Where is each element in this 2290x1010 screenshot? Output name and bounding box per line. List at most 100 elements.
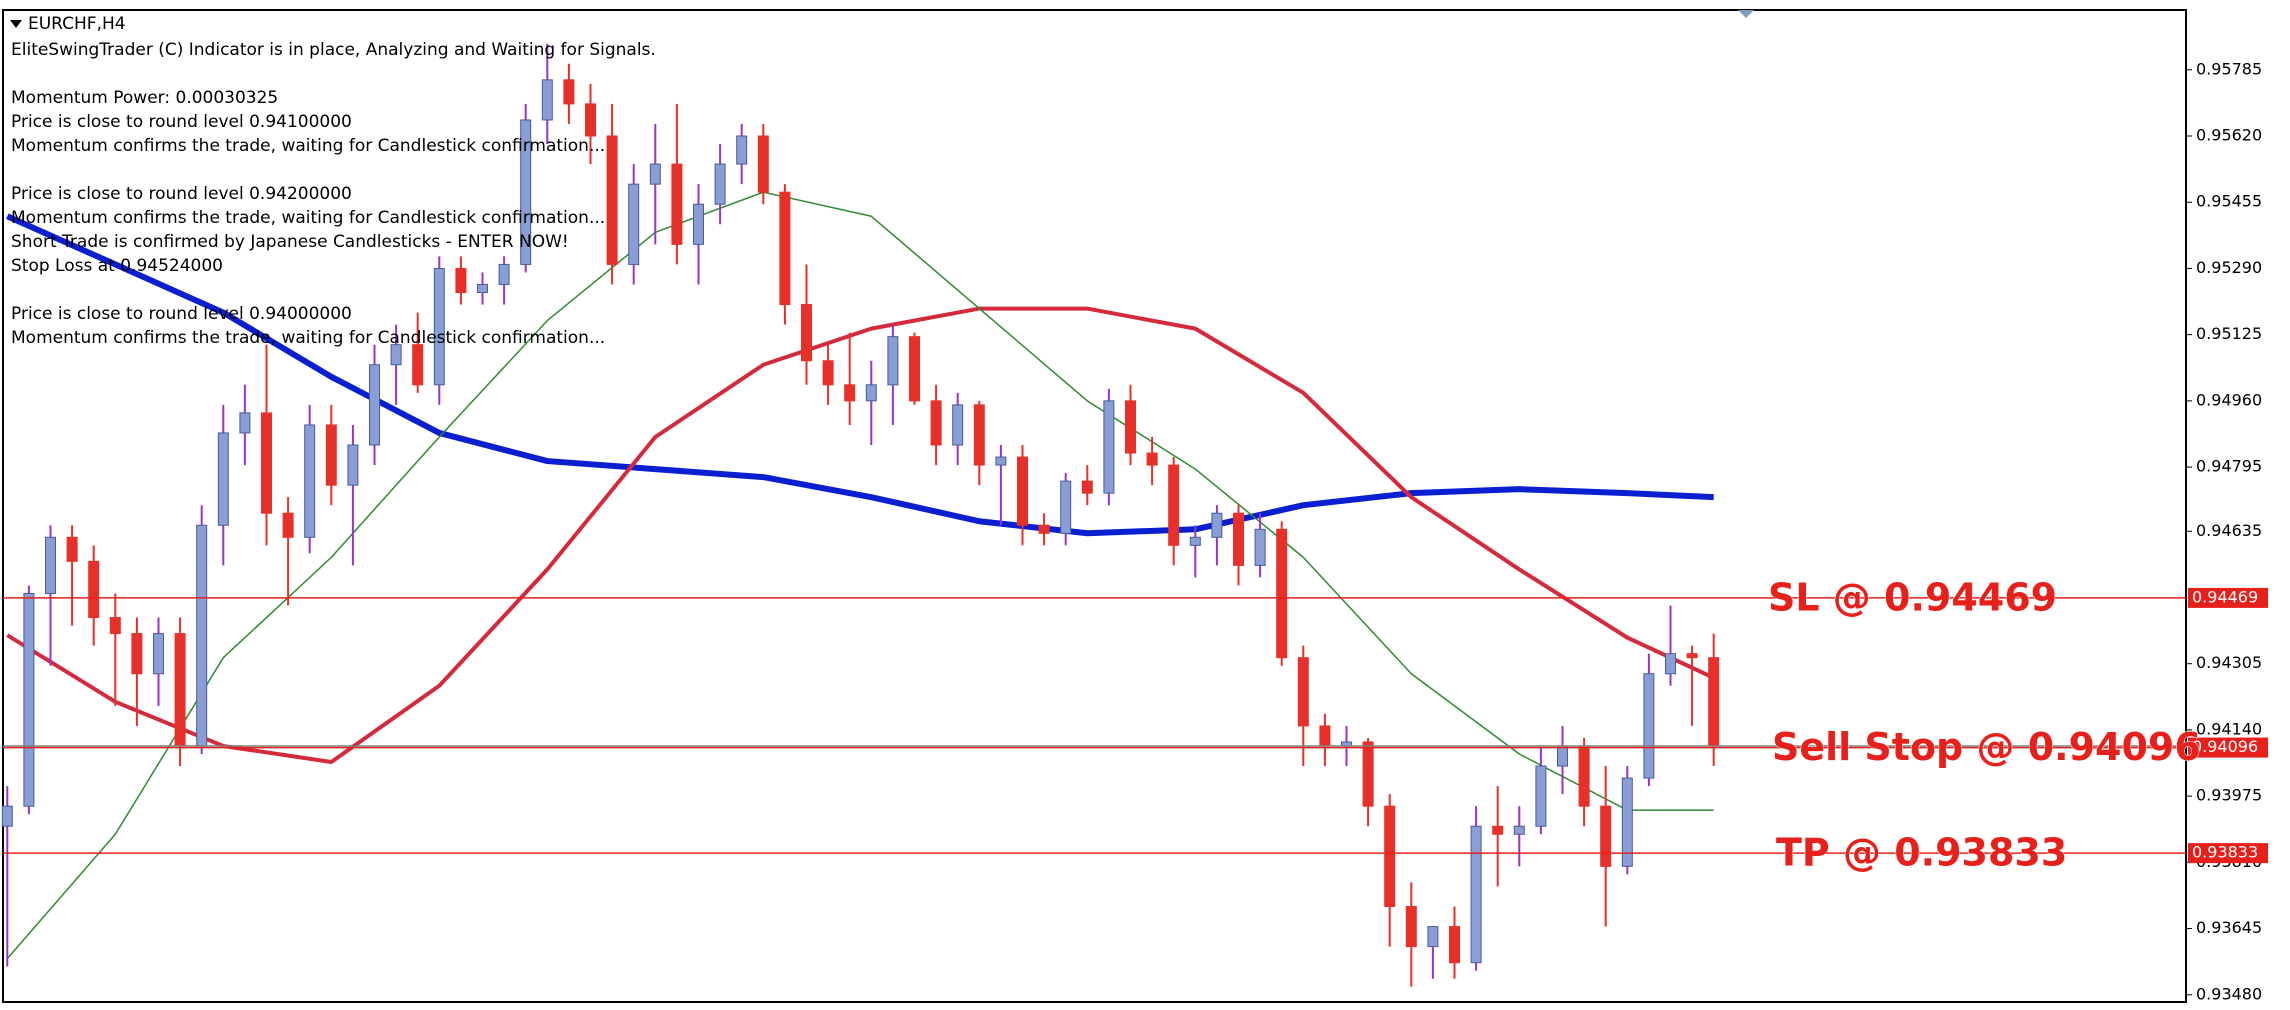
candle-body [131, 633, 143, 675]
y-tick-label: 0.94795 [2196, 457, 2262, 476]
plot-frame [2, 9, 2187, 1003]
candle-body [1492, 825, 1504, 835]
candle-body [779, 191, 791, 306]
level-price-box [2188, 587, 2268, 608]
candle-body [995, 456, 1007, 466]
candle-body [930, 400, 942, 446]
candle-body [1233, 512, 1244, 566]
candle-body [1621, 777, 1633, 867]
y-tick-label: 0.93975 [2196, 786, 2262, 805]
candle-body [1405, 905, 1417, 948]
candle-body [1449, 926, 1460, 964]
candle-body [45, 536, 56, 594]
candle-body [1470, 825, 1482, 964]
candle-body [433, 267, 445, 386]
level-annotation: TP @ 0.93833 [1776, 831, 2067, 875]
candle-body [239, 412, 251, 434]
candle-body [1557, 745, 1568, 767]
candle-body [1017, 456, 1028, 526]
y-tick-label: 0.93645 [2196, 918, 2262, 937]
candle-body [865, 384, 877, 402]
candle-body [1038, 524, 1050, 534]
y-tick-label: 0.94635 [2196, 521, 2262, 540]
comment-line: Price is close to round level 0.94000000 [11, 304, 352, 324]
candle-body [1686, 653, 1698, 659]
candle-body [1535, 765, 1547, 827]
moving-average [6, 191, 1714, 960]
candle-body [1600, 805, 1612, 867]
y-tick-label: 0.95785 [2196, 59, 2262, 78]
candle-body [1578, 745, 1590, 807]
candle-body [153, 633, 164, 675]
y-tick-label: 0.95455 [2196, 192, 2262, 211]
y-tick-label: 0.95620 [2196, 126, 2262, 145]
candle-body [1168, 464, 1180, 546]
candle-body [477, 283, 488, 294]
candle-body [757, 135, 769, 193]
level-price: 0.94096 [2192, 737, 2258, 756]
comment-line: Momentum confirms the trade, waiting for… [11, 208, 605, 228]
candle-body [822, 360, 834, 386]
level-price: 0.93833 [2192, 843, 2258, 862]
y-tick-label: 0.95125 [2196, 324, 2262, 343]
candle-body [1297, 657, 1309, 727]
y-tick-label: 0.95290 [2196, 258, 2262, 277]
candle-body [282, 512, 294, 538]
comment-line: Stop Loss at 0.94524000 [11, 256, 223, 276]
candle-body [736, 135, 748, 165]
candle-body [369, 364, 380, 446]
comment-line: Momentum confirms the trade, waiting for… [11, 136, 605, 156]
candle-body [671, 163, 683, 245]
comment-line: EliteSwingTrader (C) Indicator is in pla… [11, 40, 656, 60]
candle-body [909, 336, 920, 402]
candle-body [1, 805, 13, 827]
chart-title: EURCHF,H4 [28, 14, 126, 34]
candle-body [498, 263, 510, 285]
candle-body [1643, 673, 1655, 779]
y-tick-label: 0.94305 [2196, 653, 2262, 672]
level-price-box [2188, 843, 2268, 864]
candle-body [1665, 653, 1676, 675]
candle-body [520, 119, 532, 265]
menu-arrow[interactable] [10, 20, 22, 28]
moving-average [6, 306, 1715, 765]
candle-body [541, 79, 553, 121]
plot [1, 43, 2186, 987]
candle-body [1708, 657, 1720, 747]
candle-body [1276, 528, 1288, 659]
candle-body [1125, 400, 1136, 454]
candle-body [1254, 528, 1266, 566]
level-price-box [2188, 737, 2268, 758]
candle-body [1427, 926, 1439, 948]
candle-body [1362, 741, 1374, 807]
candle-body [66, 536, 78, 562]
candle-body [23, 592, 35, 807]
candle-body [1189, 536, 1201, 546]
candle-body [1146, 452, 1158, 466]
level-price: 0.94469 [2192, 587, 2258, 606]
candle-body [1384, 805, 1396, 907]
candle-body [606, 135, 618, 265]
candle-body [412, 344, 424, 386]
candle-body [196, 524, 208, 747]
candle-body [844, 384, 856, 402]
candle-body [217, 432, 229, 526]
candle-body [455, 267, 467, 294]
candle-body [304, 424, 316, 538]
comments: EliteSwingTrader (C) Indicator is in pla… [11, 40, 656, 348]
candle-body [1060, 480, 1072, 534]
candle-body [693, 203, 704, 245]
candle-body [390, 344, 402, 366]
candle-body [887, 336, 899, 386]
candle-body [174, 633, 186, 747]
candle-body [109, 617, 121, 635]
price-axis [2187, 0, 2290, 1010]
candle-body [1081, 480, 1093, 494]
candle-body [1319, 725, 1331, 747]
comment-line: Short Trade is confirmed by Japanese Can… [11, 232, 569, 252]
candle-body [261, 412, 272, 514]
candle-body [801, 304, 812, 362]
candle-body [714, 163, 726, 205]
comment-line: Price is close to round level 0.94100000 [11, 112, 352, 132]
